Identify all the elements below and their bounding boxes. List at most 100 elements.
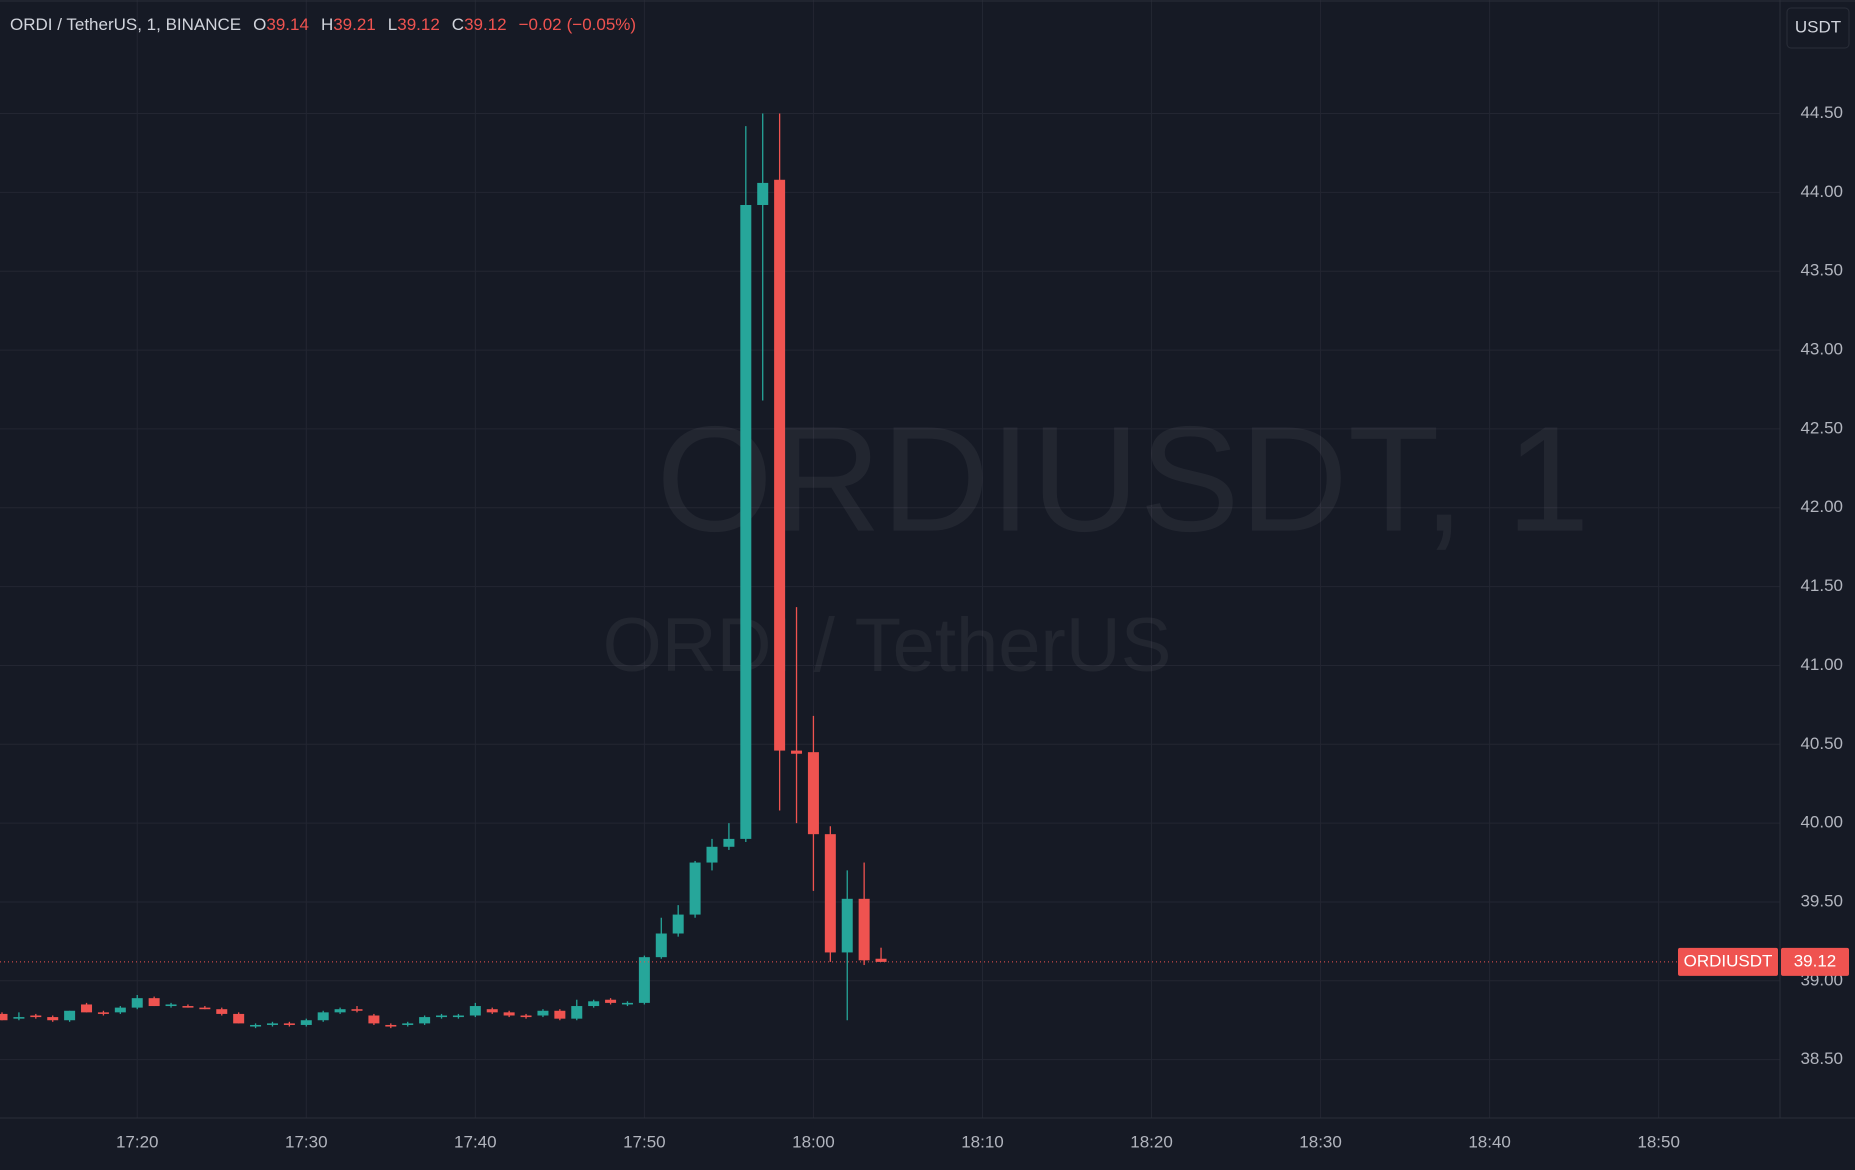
price-label-box (1781, 947, 1849, 976)
candle-body (30, 1015, 42, 1018)
candle-body (351, 1009, 363, 1011)
low-label: L (388, 15, 397, 34)
candles (0, 113, 1780, 1029)
candle-body (723, 838, 735, 847)
candle-body (672, 914, 684, 934)
candle-body (757, 182, 769, 205)
candle-body (199, 1007, 211, 1010)
candle-body (419, 1017, 431, 1024)
candle-body (520, 1015, 532, 1018)
candle-body (503, 1012, 515, 1016)
candle-body (114, 1007, 126, 1013)
candle-body (250, 1024, 262, 1027)
candle-body (283, 1023, 295, 1025)
symbol-label: ORDIUSDT (1684, 951, 1773, 970)
y-tick-label: 43.50 (1800, 261, 1843, 280)
candle-body (97, 1012, 109, 1014)
candle-body (317, 1012, 329, 1021)
watermark: ORDIUSDT, 1 (656, 395, 1589, 563)
high-value: 39.21 (333, 15, 376, 34)
candle-body (486, 1009, 498, 1013)
candle-body (131, 998, 143, 1008)
open-value: 39.14 (266, 15, 309, 34)
candle-body (385, 1024, 397, 1027)
x-tick-label: 17:40 (454, 1132, 497, 1151)
candle-body (469, 1006, 481, 1016)
currency-label[interactable]: USDT (1795, 17, 1841, 36)
candle-body (554, 1010, 566, 1019)
candle-body (452, 1015, 464, 1018)
x-tick-label: 17:20 (116, 1132, 159, 1151)
candle-body (334, 1009, 346, 1013)
y-tick-label: 40.50 (1800, 734, 1843, 753)
candle-body (791, 750, 803, 754)
y-tick-label: 44.00 (1800, 182, 1843, 201)
candle-body (605, 999, 617, 1003)
candle-body (858, 898, 870, 961)
candle-body (64, 1010, 76, 1021)
candle-body (537, 1010, 549, 1016)
change: −0.02 (519, 15, 562, 34)
close-label: C (452, 15, 464, 34)
candle-body (81, 1004, 93, 1013)
x-tick-label: 18:20 (1130, 1132, 1173, 1151)
high-label: H (321, 15, 333, 34)
candle-body (621, 1002, 633, 1005)
candle-body (807, 752, 819, 835)
candle-body (148, 998, 160, 1007)
candle-body (689, 862, 701, 915)
y-tick-label: 41.00 (1800, 655, 1843, 674)
y-tick-label: 42.50 (1800, 418, 1843, 437)
candle-body (571, 1006, 583, 1019)
candle-body (638, 957, 650, 1003)
change-percent: (−0.05%) (567, 15, 636, 34)
candle-body (774, 179, 786, 751)
candle-body (740, 204, 752, 839)
candle-body (182, 1006, 194, 1008)
candle-body (13, 1017, 25, 1019)
candle-body (588, 1001, 600, 1007)
y-tick-label: 44.50 (1800, 103, 1843, 122)
y-tick-label: 41.50 (1800, 576, 1843, 595)
legend: ORDI / TetherUS, 1, BINANCE O39.14 H39.21 L… (10, 15, 636, 34)
y-tick-label: 40.00 (1800, 813, 1843, 832)
candle-body (0, 1013, 8, 1021)
candle-body (655, 933, 667, 958)
symbol: ORDI / TetherUS, 1, BINANCE (10, 15, 241, 34)
candle-body (47, 1017, 59, 1021)
candle-body (300, 1020, 312, 1025)
x-tick-label: 17:30 (285, 1132, 328, 1151)
axes: 38.5039.0039.5040.0040.5041.0041.5042.00… (116, 103, 1849, 1151)
y-tick-label: 42.00 (1800, 497, 1843, 516)
candle-body (706, 846, 718, 863)
y-tick-label: 38.50 (1800, 1049, 1843, 1068)
candle-body (216, 1009, 228, 1014)
grid (0, 0, 1780, 1118)
candle-body (266, 1023, 278, 1025)
x-tick-label: 18:40 (1468, 1132, 1511, 1151)
close-value: 39.12 (464, 15, 507, 34)
candle-body (233, 1013, 245, 1024)
candle-body (824, 834, 836, 953)
symbol-label-box (1678, 947, 1778, 976)
candle-body (436, 1015, 448, 1018)
x-tick-label: 17:50 (623, 1132, 666, 1151)
open-label: O (253, 15, 266, 34)
x-tick-label: 18:00 (792, 1132, 835, 1151)
x-tick-label: 18:10 (961, 1132, 1004, 1151)
candle-body (368, 1015, 380, 1024)
candle-body (841, 898, 853, 953)
y-tick-label: 43.00 (1800, 340, 1843, 359)
candle-body (875, 958, 887, 962)
watermark-subtitle: ORDI / TetherUS (603, 603, 1172, 688)
candle-body (402, 1023, 414, 1025)
candle-body (165, 1004, 177, 1007)
y-tick-label: 39.50 (1800, 891, 1843, 910)
low-value: 39.12 (397, 15, 440, 34)
price-label: 39.12 (1794, 951, 1837, 970)
currency-button[interactable] (1786, 7, 1850, 49)
x-tick-label: 18:30 (1299, 1132, 1342, 1151)
